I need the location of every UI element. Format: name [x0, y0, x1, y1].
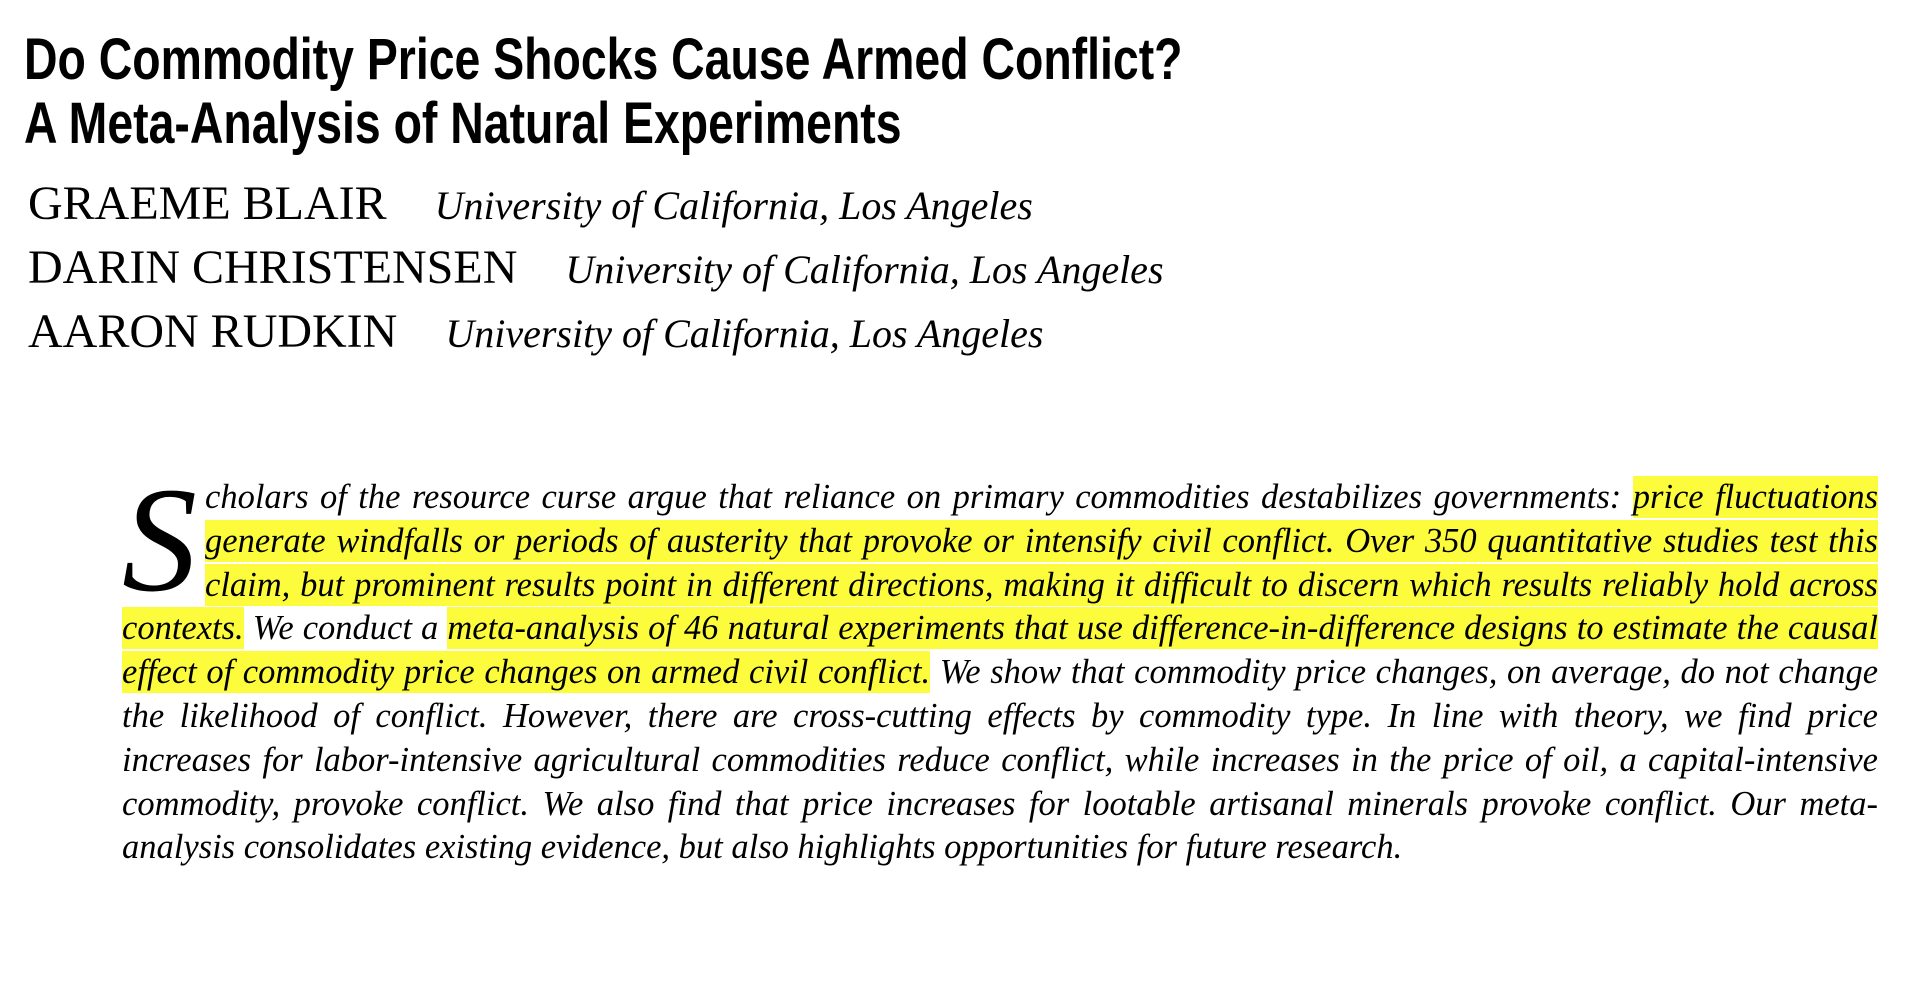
- paper-title: Do Commodity Price Shocks Cause Armed Co…: [24, 28, 1183, 156]
- author-affiliation: University of California, Los Angeles: [434, 183, 1033, 228]
- abstract-text: cholars of the resource curse argue that…: [205, 478, 1633, 516]
- abstract-text: We show that commodity price changes, on…: [122, 653, 1879, 867]
- author-name: AARON RUDKIN: [28, 305, 398, 358]
- title-line-2: A Meta-Analysis of Natural Experiments: [24, 91, 902, 156]
- author-row: DARIN CHRISTENSEN University of Californi…: [28, 236, 1164, 300]
- abstract-text: We conduct a: [243, 609, 448, 648]
- author-affiliation: University of California, Los Angeles: [445, 311, 1044, 356]
- author-name: DARIN CHRISTENSEN: [28, 241, 518, 294]
- author-name: GRAEME BLAIR: [28, 177, 387, 230]
- author-row: GRAEME BLAIR University of California, Lo…: [28, 172, 1164, 236]
- author-list: GRAEME BLAIR University of California, Lo…: [28, 172, 1164, 364]
- author-affiliation: University of California, Los Angeles: [565, 247, 1164, 292]
- title-line-1: Do Commodity Price Shocks Cause Armed Co…: [24, 27, 1183, 92]
- author-row: AARON RUDKIN University of California, Lo…: [28, 300, 1164, 364]
- drop-cap: S: [122, 457, 197, 623]
